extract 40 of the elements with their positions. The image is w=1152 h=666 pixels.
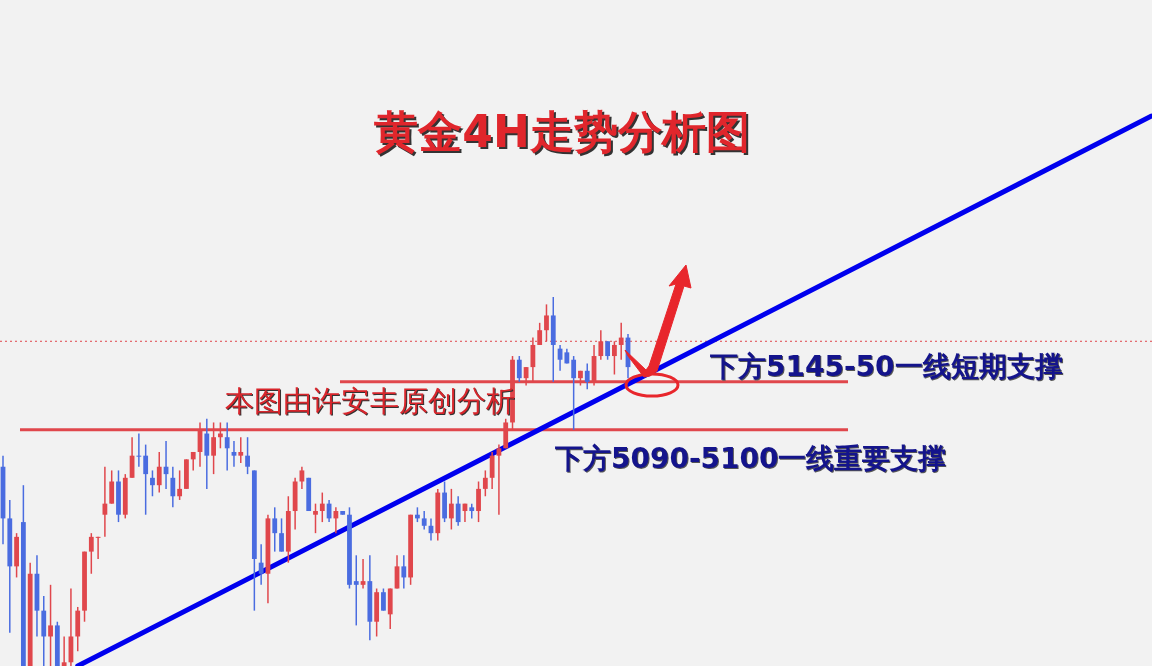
- candlestick: [156, 451, 162, 494]
- candlestick: [204, 418, 210, 490]
- candlestick: [455, 495, 461, 527]
- candlestick: [258, 543, 264, 586]
- candlestick: [482, 469, 488, 498]
- chart-title: 黄金4H走势分析图: [374, 106, 750, 157]
- candlestick: [143, 443, 149, 516]
- candlestick: [170, 465, 176, 509]
- candlestick: [109, 469, 115, 505]
- ref-line-label: 下方5145-50一线短期支撑: [709, 349, 1063, 383]
- candlestick: [489, 451, 495, 490]
- candlestick: [448, 488, 454, 531]
- candlestick: [469, 502, 475, 520]
- candlestick: [95, 536, 101, 560]
- candlestick: [88, 532, 94, 575]
- candlestick: [605, 340, 611, 361]
- candlestick: [136, 432, 142, 468]
- candlestick: [584, 362, 590, 390]
- candlestick: [381, 587, 386, 612]
- candlestick: [516, 355, 522, 383]
- candlestick: [496, 443, 502, 516]
- candlestick: [571, 355, 577, 431]
- candlestick: [421, 510, 427, 531]
- candlestick: [177, 469, 183, 501]
- candlestick: [476, 480, 481, 523]
- candlestick: [272, 506, 278, 553]
- ref-line-label: 下方5090-5100一线重要支撑: [554, 441, 947, 475]
- candlestick: [279, 517, 284, 553]
- candlestick: [245, 436, 250, 475]
- candlestick: [401, 554, 407, 590]
- candlestick: [224, 421, 230, 472]
- candlestick: [313, 502, 318, 534]
- candlestick: [150, 469, 155, 498]
- candlestick: [353, 554, 359, 627]
- candlestick: [61, 635, 67, 666]
- candlestick: [299, 465, 305, 490]
- candlestick: [319, 491, 325, 523]
- candlestick: [48, 584, 53, 666]
- candlestick: [333, 506, 339, 534]
- candlestick: [238, 436, 244, 464]
